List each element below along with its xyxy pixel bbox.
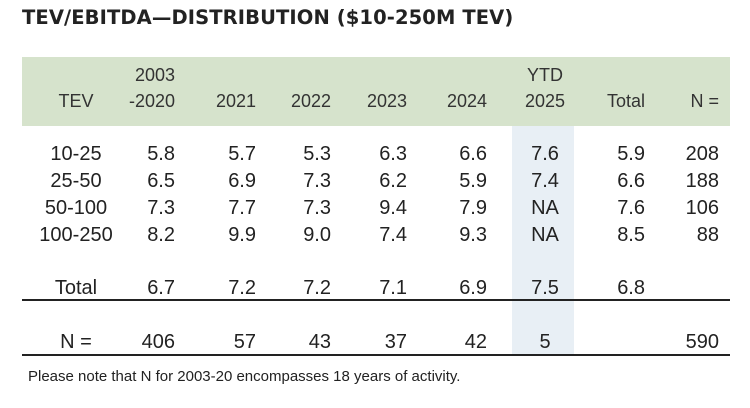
table-row-cell-y2024: 6.6 [459, 143, 487, 165]
table-row-cell-total: 6.6 [617, 170, 645, 192]
table-row-cell-y2023: 9.4 [379, 197, 407, 219]
total-row-cell-y2023: 7.1 [379, 277, 407, 299]
table-row-cell-y2003: 6.5 [147, 170, 175, 192]
table-row-cell-y2022: 5.3 [303, 143, 331, 165]
column-header-n-line2: N = [690, 91, 719, 111]
table-row-cell-n: 208 [685, 143, 719, 165]
table-row-cell-total: 7.6 [617, 197, 645, 219]
total-row-cell-y2022: 7.2 [303, 277, 331, 299]
table-row-cell-tev: 25-50 [50, 170, 102, 192]
table-row-cell-y2022: 7.3 [303, 170, 331, 192]
table-row-cell-y2022: 7.3 [303, 197, 331, 219]
footnote: Please note that N for 2003-20 encompass… [28, 368, 461, 385]
table-row-cell-y2021: 9.9 [228, 224, 256, 246]
table-row-cell-tev: 10-25 [50, 143, 102, 165]
table-row-cell-ytd2025: 7.4 [531, 170, 559, 192]
total-row-cell-ytd2025: 7.5 [531, 277, 559, 299]
n-row-cell-y2024: 42 [464, 331, 487, 353]
table-row-cell-y2021: 6.9 [228, 170, 256, 192]
total-row-cell-tev: Total [54, 277, 98, 299]
table-row-cell-n: 106 [685, 197, 719, 219]
column-header-y2024-line2: 2024 [446, 91, 487, 111]
n-row-cell-y2023: 37 [384, 331, 407, 353]
table-row-cell-total: 8.5 [617, 224, 645, 246]
table-row-cell-y2024: 7.9 [459, 197, 487, 219]
table-row-cell-n: 88 [696, 224, 719, 246]
n-row-cell-y2022: 43 [308, 331, 331, 353]
total-row-rule [22, 299, 730, 301]
n-row-cell-ytd2025: 5 [539, 331, 551, 353]
table-row-cell-y2021: 7.7 [228, 197, 256, 219]
table-row-cell-tev: 50-100 [44, 197, 108, 219]
total-row-cell-y2003: 6.7 [147, 277, 175, 299]
column-header-y2003-line1: 2003 [134, 65, 175, 85]
column-header-y2022-line2: 2022 [290, 91, 331, 111]
table-row-cell-y2003: 5.8 [147, 143, 175, 165]
column-header-y2023-line2: 2023 [366, 91, 407, 111]
total-row-cell-y2024: 6.9 [459, 277, 487, 299]
table-header-background [22, 57, 730, 126]
table-row-cell-ytd2025: NA [531, 224, 559, 246]
column-header-tev-line2: TEV [58, 91, 94, 111]
table-row-cell-y2023: 7.4 [379, 224, 407, 246]
table-bottom-rule [22, 354, 730, 356]
table-row-cell-y2023: 6.3 [379, 143, 407, 165]
n-row-cell-y2003: 406 [141, 331, 175, 353]
column-header-ytd2025-line1: YTD [527, 65, 563, 85]
n-row-cell-n: 590 [685, 331, 719, 353]
column-header-y2021-line2: 2021 [215, 91, 256, 111]
table-row-cell-ytd2025: NA [531, 197, 559, 219]
table-row-cell-y2022: 9.0 [303, 224, 331, 246]
total-row-cell-y2021: 7.2 [228, 277, 256, 299]
column-header-total-line2: Total [606, 91, 645, 111]
table-row-cell-y2003: 7.3 [147, 197, 175, 219]
table-row-cell-y2003: 8.2 [147, 224, 175, 246]
table-row-cell-total: 5.9 [617, 143, 645, 165]
column-header-y2003-line2: -2020 [128, 91, 175, 111]
table-row-cell-n: 188 [685, 170, 719, 192]
total-row-cell-total: 6.8 [617, 277, 645, 299]
chart-title: TEV/EBITDA—DISTRIBUTION ($10-250M TEV) [22, 6, 514, 29]
table-row-cell-y2023: 6.2 [379, 170, 407, 192]
table-row-cell-y2024: 5.9 [459, 170, 487, 192]
n-row-cell-tev: N = [60, 331, 92, 353]
table-row-cell-ytd2025: 7.6 [531, 143, 559, 165]
n-row-cell-y2021: 57 [233, 331, 256, 353]
ytd-column-highlight [512, 126, 574, 355]
column-header-ytd2025-line2: 2025 [524, 91, 566, 111]
table-row-cell-y2021: 5.7 [228, 143, 256, 165]
table-row-cell-tev: 100-250 [39, 224, 113, 246]
table-row-cell-y2024: 9.3 [459, 224, 487, 246]
